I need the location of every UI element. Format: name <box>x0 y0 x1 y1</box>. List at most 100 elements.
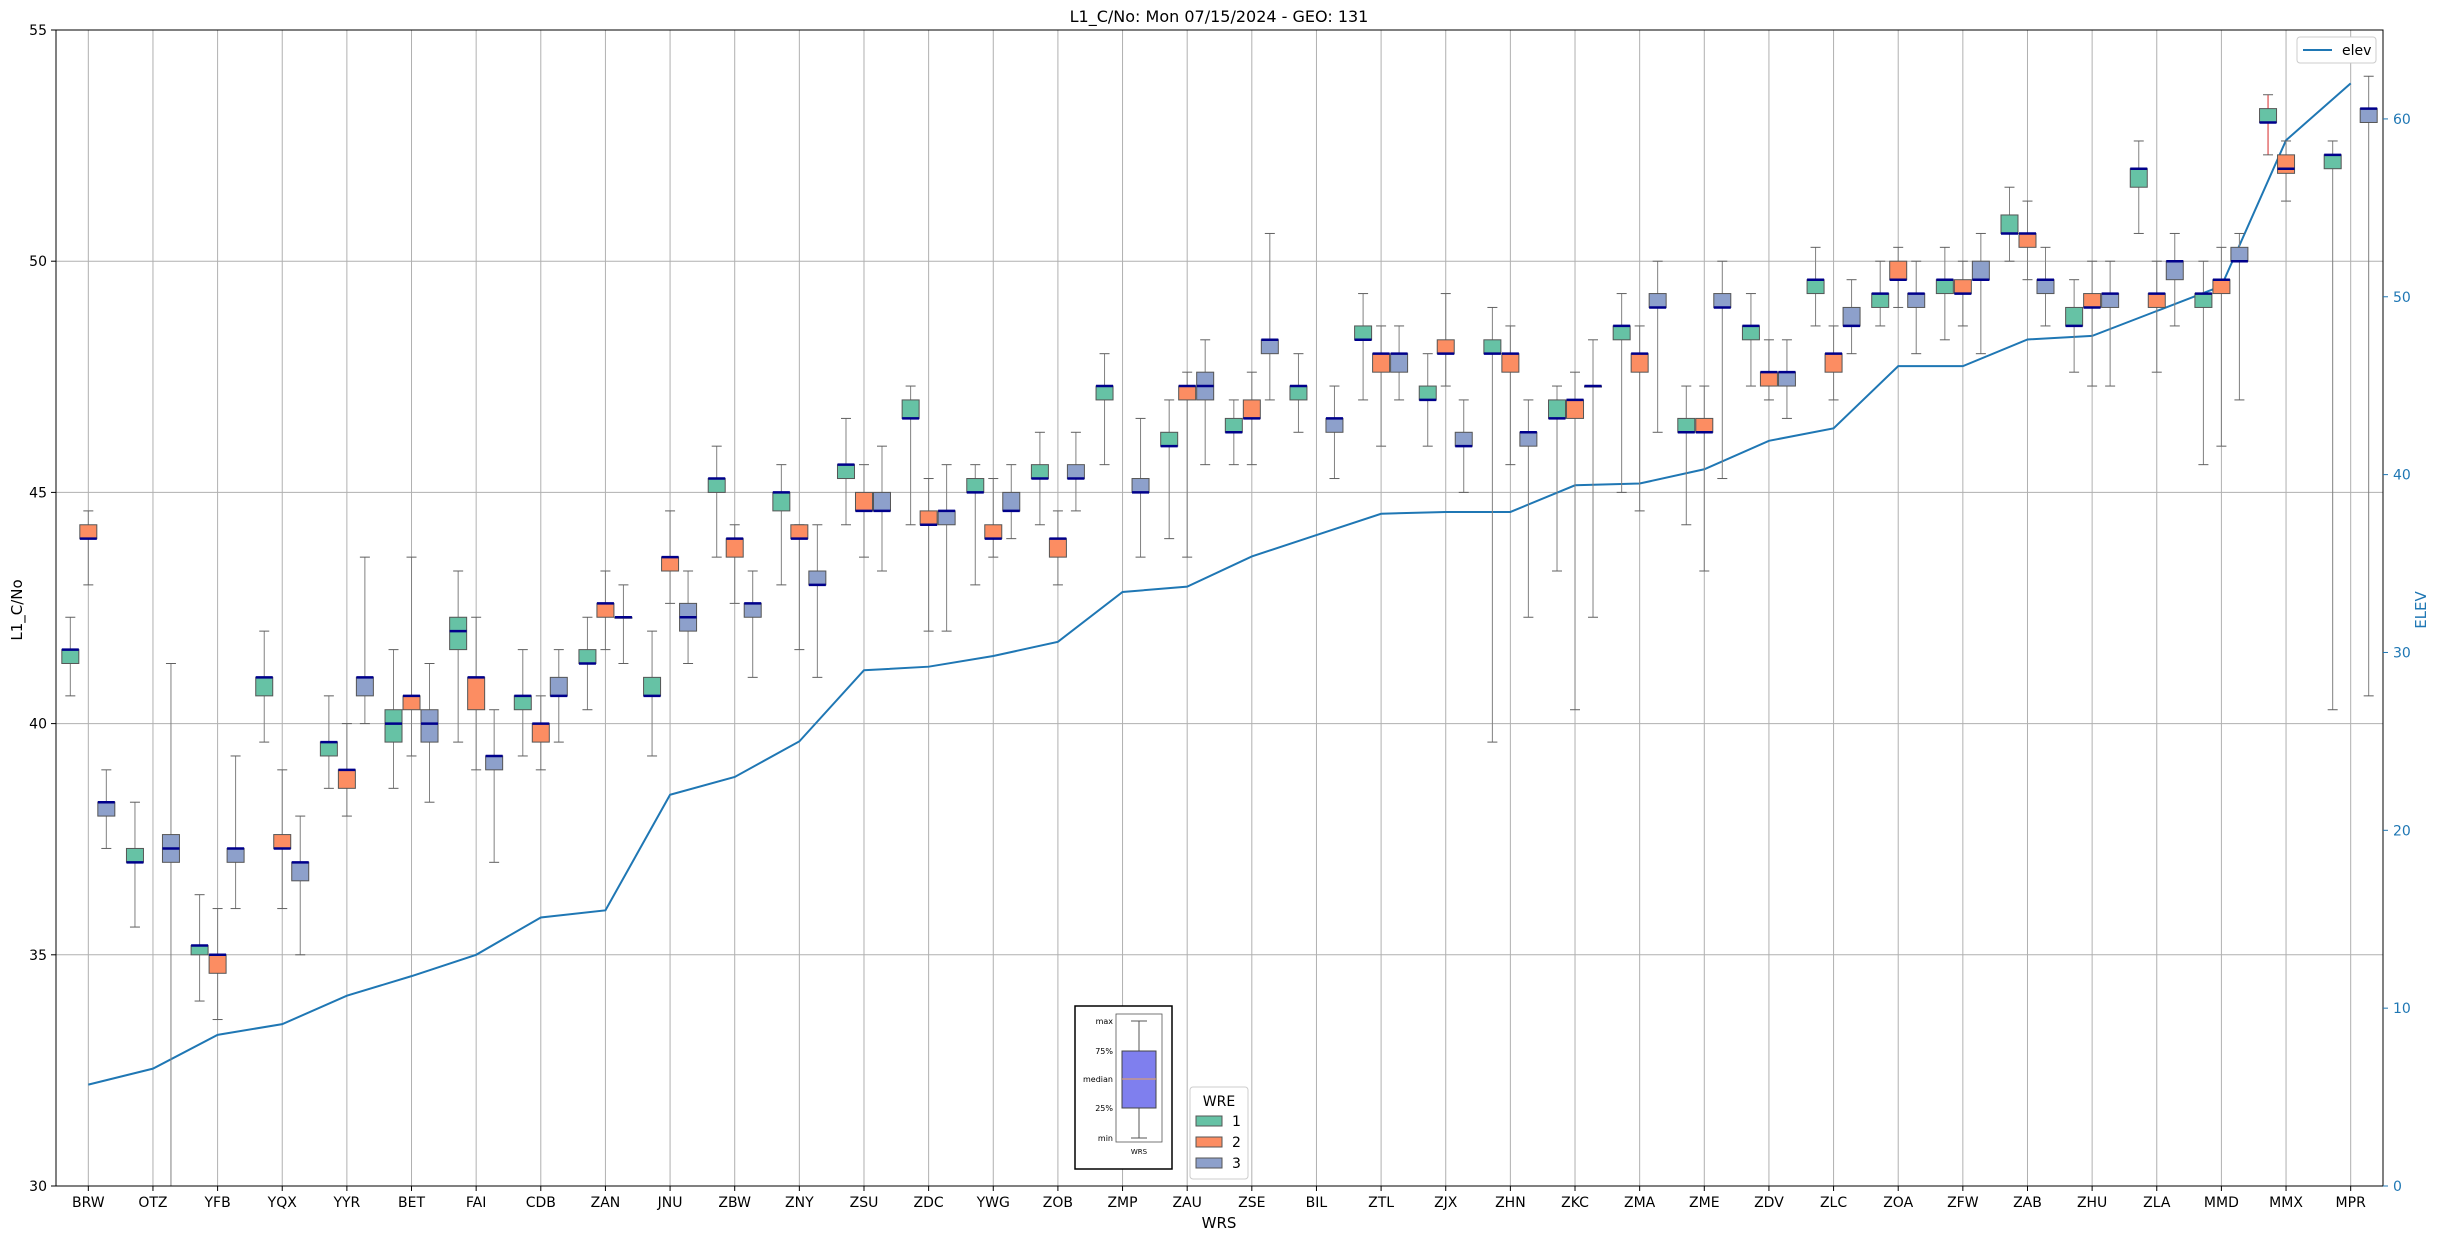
x-tick-label: ZDC <box>914 1195 944 1211</box>
x-tick-label: ZTL <box>1368 1195 1394 1211</box>
box-body <box>2212 279 2231 295</box>
box-wre2-ZAN <box>596 570 615 651</box>
box-body <box>1436 339 1455 355</box>
y2-axis-label: ELEV <box>2412 590 2430 628</box>
box-wre3-ZHU <box>2101 260 2120 387</box>
box-wre1-ZME <box>1677 385 1696 526</box>
box-body <box>1677 417 1696 433</box>
y2-tick-label: 40 <box>2393 468 2411 484</box>
box-wre2-JNU <box>661 510 680 604</box>
box-wre1-ZSE <box>1224 399 1243 466</box>
x-tick-label: BET <box>398 1195 425 1211</box>
box-wre2-YYR <box>337 723 356 817</box>
box-wre2-FAI <box>467 616 486 771</box>
box-body <box>1048 538 1067 558</box>
box-wre1-ZDV <box>1741 293 1760 387</box>
box-body <box>1566 399 1585 419</box>
box-body <box>1390 353 1409 373</box>
box-wre3-YFB <box>226 755 245 910</box>
box-wre3-ZDC <box>937 464 956 632</box>
box-body <box>901 399 920 419</box>
box-wre2-ZAU <box>1178 371 1197 558</box>
legend-wre-swatch <box>1195 1157 1223 1169</box>
legend-wre-label: 2 <box>1232 1135 1241 1151</box>
box-body <box>1131 478 1150 493</box>
box-wre3-BRW <box>97 769 116 849</box>
box-wre2-ZOA <box>1889 246 1908 308</box>
legend-wre-label: 1 <box>1232 1114 1241 1130</box>
x-tick-label: BIL <box>1306 1195 1328 1211</box>
box-wre2-ZLA <box>2147 260 2166 373</box>
y-tick-label: 55 <box>29 23 47 39</box>
box-body <box>1713 293 1732 308</box>
box-body <box>1889 260 1908 281</box>
box-wre2-ZAB <box>2018 200 2037 281</box>
box-wre1-ZAN <box>578 616 597 711</box>
box-body <box>1372 353 1391 373</box>
box-body <box>808 570 827 586</box>
box-body <box>1066 464 1085 480</box>
x-tick-label: CDB <box>526 1195 556 1211</box>
box-wre1-YYR <box>319 695 338 789</box>
x-tick-label: YWG <box>976 1195 1010 1211</box>
box-body <box>2083 293 2102 308</box>
box-body <box>2129 168 2148 188</box>
x-tick-label: ZBW <box>718 1195 751 1211</box>
key-box-inset: max 75% median 25% min WRS <box>1074 1005 1173 1170</box>
box-wre3-ZSU <box>872 445 891 572</box>
box-body <box>772 491 791 512</box>
box-wre3-ZME <box>1713 260 1732 480</box>
keybox-label: 75% <box>1095 1047 1113 1056</box>
box-wre1-ZOA <box>1871 260 1890 327</box>
box-body <box>1648 293 1667 308</box>
grid <box>56 29 2383 1187</box>
elev-line <box>88 82 2352 1086</box>
x-tick-label: ZME <box>1689 1195 1720 1211</box>
box-body <box>125 847 144 863</box>
box-body <box>355 676 374 697</box>
box-wre2-CDB <box>531 695 550 771</box>
legend-wre-label: 3 <box>1232 1156 1241 1172</box>
box-wre1-YQX <box>255 630 274 743</box>
box-body <box>661 556 680 572</box>
box-wre3-CDB <box>549 649 568 743</box>
box-body <box>1907 293 1926 308</box>
y-tick-label: 35 <box>29 948 47 964</box>
box-wre3-ZFW <box>1971 232 1990 355</box>
x-tick-label: ZSE <box>1238 1195 1265 1211</box>
box-body <box>596 602 615 618</box>
box-body <box>337 769 356 789</box>
box-wre2-ZTL <box>1372 325 1391 447</box>
x-tick-label: ZNY <box>785 1195 814 1211</box>
box-wre1-YWG <box>966 464 985 586</box>
box-body <box>513 695 532 711</box>
box-wre3-JNU <box>679 570 698 664</box>
box-wre2-MMD <box>2212 246 2231 447</box>
box-wre3-ZOA <box>1907 260 1926 355</box>
box-body <box>1501 353 1520 373</box>
box-body <box>2147 293 2166 308</box>
box-body <box>384 709 403 743</box>
box-body <box>1741 325 1760 341</box>
elev-line-layer <box>88 82 2352 1086</box>
box-wre2-ZSE <box>1242 371 1261 466</box>
box-wre3-ZKC <box>1584 339 1603 618</box>
box-body <box>420 709 439 743</box>
box-wre1-BRW <box>61 616 80 697</box>
y2-tick-label: 20 <box>2393 823 2411 839</box>
box-wre1-ZFW <box>1935 246 1954 341</box>
box-body <box>1824 353 1843 373</box>
x-tick-label: ZAU <box>1172 1195 1201 1211</box>
box-body <box>2277 154 2296 174</box>
box-wre3-ZAB <box>2036 246 2055 327</box>
y-tick-label: 45 <box>29 485 47 501</box>
box-body <box>2359 108 2378 123</box>
x-tick-label: MMD <box>2204 1195 2239 1211</box>
boxes-layer <box>61 75 2378 1187</box>
box-wre1-JNU <box>643 630 662 757</box>
box-wre1-ZMP <box>1095 353 1114 466</box>
box-wre2-MMX <box>2277 140 2296 202</box>
x-tick-label: MMX <box>2269 1195 2303 1211</box>
box-wre1-FAI <box>449 570 468 743</box>
box-body <box>1242 399 1261 419</box>
